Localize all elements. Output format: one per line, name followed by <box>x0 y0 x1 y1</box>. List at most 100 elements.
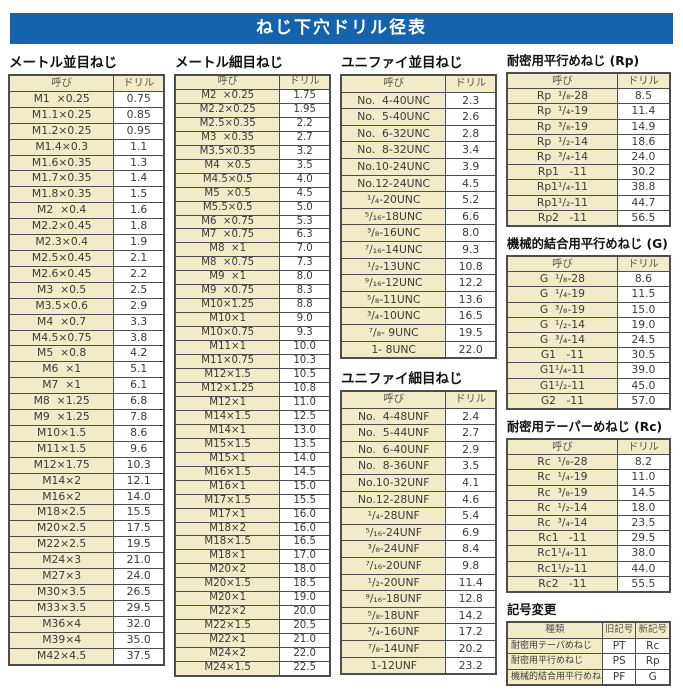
name-cell: M1.2×0.25 <box>8 122 115 140</box>
drill-cell: 2.3 <box>445 91 497 110</box>
name-cell: M1.1×0.25 <box>8 106 115 124</box>
table-row: M1.4×0.3 1.1 <box>8 138 165 156</box>
table-row: Rp ³/₄-14 24.0 <box>506 149 671 166</box>
table-row: G ¹/₈-28 8.6 <box>506 271 671 288</box>
drill-cell: 15.0 <box>616 301 671 318</box>
section-title-metric-coarse: メートル並目ねじ <box>9 55 117 71</box>
name-cell: Rp2 -11 <box>506 209 618 227</box>
name-cell: No. 8-36UNF <box>340 457 447 476</box>
column-header: 種類 <box>506 621 603 639</box>
name-cell: M12×1.25 <box>174 381 281 397</box>
drill-cell: 13.5 <box>279 437 331 453</box>
column-header: 呼び <box>340 390 447 409</box>
drill-cell: 2.5 <box>113 281 165 299</box>
drill-cell: 8.2 <box>616 454 671 471</box>
table-row: M12×1.5 10.5 <box>174 368 331 383</box>
name-cell: Rp ¹/₈-28 <box>506 88 618 105</box>
table-row: No. 8-36UNF 3.5 <box>340 457 497 476</box>
drill-cell: 11.0 <box>616 469 671 486</box>
drill-cell: 6.1 <box>113 377 165 395</box>
table-row: M8 ×0.75 7.3 <box>174 256 331 272</box>
name-cell: M2.5×0.35 <box>174 116 281 132</box>
table-row: M9 ×0.75 8.3 <box>174 284 331 300</box>
column-header: ドリル <box>113 74 165 92</box>
name-cell: M9 ×0.75 <box>174 284 281 300</box>
table-row: ⁵/₁₆-18UNC 6.6 <box>340 207 497 226</box>
name-cell: ¹/₄-28UNF <box>340 507 447 525</box>
table-row: ¹/₄-20UNC 5.2 <box>340 191 497 209</box>
name-cell: M11×0.75 <box>174 354 281 370</box>
table-row: M2 ×0.25 1.75 <box>174 88 331 104</box>
name-cell: M22×1.5 <box>174 619 281 635</box>
table-row: M4.5×0.5 4.0 <box>174 172 331 188</box>
drill-cell: 12.8 <box>445 590 497 608</box>
name-cell: Rc1 -11 <box>506 530 618 547</box>
drill-cell: 0.95 <box>113 122 165 140</box>
name-cell: ⁷/₈- 9UNC <box>340 323 447 342</box>
drill-cell: 9.0 <box>279 312 331 328</box>
table-row: M22×2.5 19.5 <box>8 536 165 554</box>
table-row: M3.5×0.35 3.2 <box>174 144 331 160</box>
name-cell: M36×4 <box>8 615 115 633</box>
name-cell: M4 ×0.7 <box>8 313 115 331</box>
drill-cell: 55.5 <box>616 575 671 593</box>
name-cell: 1- 8UNC <box>340 340 447 359</box>
name-cell: M22×2.5 <box>8 536 115 554</box>
drill-cell: 11.4 <box>616 103 671 120</box>
table-row: M1.7×0.35 1.4 <box>8 170 165 188</box>
name-cell: M20×2 <box>174 563 281 579</box>
table-row: ⁷/₁₆-14UNC 9.3 <box>340 240 497 259</box>
drill-cell: 24.0 <box>113 568 165 585</box>
drill-cell: 10.8 <box>445 257 497 276</box>
name-cell: Rp1¹/₄-11 <box>506 179 618 196</box>
table-row: No. 5-40UNC 2.6 <box>340 108 497 126</box>
name-cell: M1.4×0.3 <box>8 138 115 156</box>
column-header: ドリル <box>616 438 671 456</box>
drill-cell: 4.5 <box>445 174 497 193</box>
table-row: M15×1.5 13.5 <box>174 437 331 453</box>
name-cell: M12×1.5 <box>174 368 281 383</box>
table-row: Rp1¹/₂-11 44.7 <box>506 194 671 211</box>
header-row: 呼び ドリル <box>506 72 671 90</box>
drill-cell: 14.9 <box>616 118 671 135</box>
name-cell: M8 ×1 <box>174 242 281 258</box>
name-cell: Rc ¹/₂-14 <box>506 499 618 517</box>
drill-cell: 2.7 <box>445 424 497 442</box>
table-row: 1- 8UNC 22.0 <box>340 340 497 359</box>
drill-cell: 0.75 <box>113 90 165 108</box>
drill-cell: 1.9 <box>113 234 165 251</box>
name-cell: ¹/₄-20UNC <box>340 191 447 209</box>
name-cell: M10×0.75 <box>174 326 281 342</box>
column-header: 旧記号 <box>601 621 637 639</box>
name-cell: No. 6-40UNF <box>340 440 447 459</box>
column-metric-coarse: メートル並目ねじ 呼び ドリル M1 ×0.25 0.75 M1.1×0.25 0.85 M… <box>8 47 165 666</box>
name-cell: M2.6×0.45 <box>8 265 115 283</box>
drill-cell: 5.4 <box>445 507 497 525</box>
column-header: 呼び <box>8 74 115 92</box>
name-cell: Rc ³/₄-14 <box>506 515 618 532</box>
drill-cell: 22.0 <box>279 647 331 663</box>
name-cell: M1.6×0.35 <box>8 154 115 172</box>
name-cell: G ³/₈-19 <box>506 301 618 318</box>
table-row: M2.3×0.4 1.9 <box>8 234 165 251</box>
drill-cell: 11.4 <box>445 573 497 592</box>
table-row: 1-12UNF 23.2 <box>340 656 497 675</box>
drill-cell: 0.85 <box>113 106 165 124</box>
name-cell: G ¹/₈-28 <box>506 271 618 288</box>
table-row: 機械的結合用平行めねじ PF G <box>506 668 671 686</box>
table-row: G1 -11 30.5 <box>506 347 671 364</box>
drill-cell: 2.2 <box>113 265 165 283</box>
name-cell: ⁹/₁₆-12UNC <box>340 274 447 292</box>
table-row: M6 ×1 5.1 <box>8 361 165 379</box>
name-cell: Rp ³/₄-14 <box>506 149 618 166</box>
table-row: M3.5×0.6 2.9 <box>8 297 165 315</box>
table-row: M17×1.5 15.5 <box>174 493 331 509</box>
drill-cell: 9.3 <box>445 240 497 259</box>
drill-cell: 3.5 <box>445 457 497 476</box>
table-row: M9 ×1 8.0 <box>174 270 331 286</box>
table-row: ⁹/₁₆-18UNF 12.8 <box>340 590 497 608</box>
table-row: M1 ×0.25 0.75 <box>8 90 165 108</box>
name-cell: Rc ¹/₄-19 <box>506 469 618 486</box>
name-cell: ⁷/₁₆-14UNC <box>340 240 447 259</box>
column-header: ドリル <box>445 390 497 409</box>
